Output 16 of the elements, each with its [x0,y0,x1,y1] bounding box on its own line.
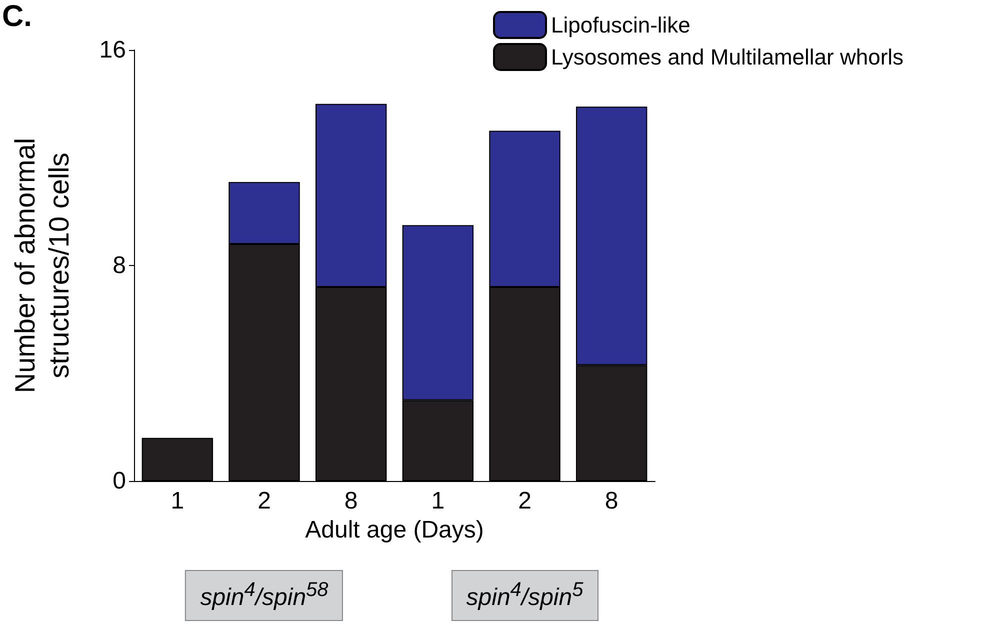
legend-label: Lysosomes and Multilamellar whorls [551,44,904,70]
x-tick-label: 2 [518,488,532,514]
y-tick-label: 0 [112,468,126,494]
x-axis-title: Adult age (Days) [305,516,484,544]
x-tick-label: 1 [431,488,445,514]
y-axis-title: Number of abnormal structures/10 cells [10,138,74,394]
x-tick-label: 8 [604,488,618,514]
x-tick-label: 2 [258,488,271,514]
text: spin$^{4}$/spin$^{58}$ [185,570,344,621]
y-tick-label: 16 [99,36,126,64]
text: C. [2,0,32,34]
legend-label: Lipofuscin-like [551,12,690,38]
x-tick-label: 8 [344,488,358,514]
text: spin$^{4}$/spin$^{5}$ [451,570,598,621]
x-tick-label: 1 [170,488,184,514]
y-tick-label: 8 [112,252,126,279]
